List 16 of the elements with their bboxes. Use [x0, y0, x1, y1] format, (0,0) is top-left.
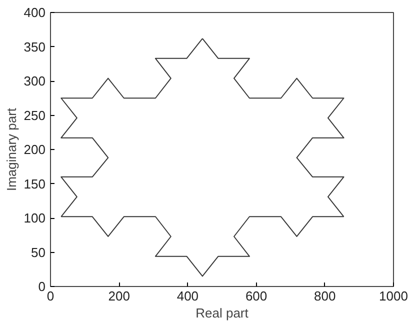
y-tick-label: 300 [24, 74, 46, 88]
x-tick-label: 200 [108, 288, 130, 304]
y-tick-label: 250 [24, 108, 46, 123]
y-tick-label: 0 [38, 279, 46, 294]
y-tick-label: 350 [24, 39, 46, 54]
x-axis-title: Real part [196, 306, 249, 320]
y-tick-label: 200 [24, 142, 46, 157]
y-tick-label: 50 [31, 244, 46, 260]
x-tick-label: 800 [314, 288, 336, 304]
y-tick-label: 100 [24, 210, 46, 226]
x-tick-label: 400 [176, 288, 199, 304]
y-tick-label: 400 [24, 5, 46, 20]
y-tick-label: 150 [24, 176, 46, 192]
x-tick-label: 1000 [379, 288, 408, 304]
y-axis-title: Imaginary part [4, 108, 19, 192]
x-tick-label: 600 [245, 288, 268, 304]
